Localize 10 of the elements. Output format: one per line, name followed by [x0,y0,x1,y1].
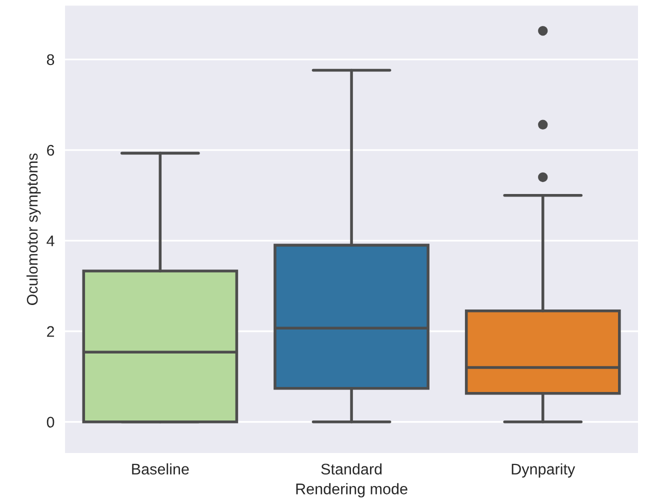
x-tick-label: Baseline [132,463,189,475]
y-axis-title: Oculomotor symptoms [26,153,41,305]
x-tick-label: Dynparity [512,463,576,478]
y-tick-label: 6 [47,144,54,156]
y-tick-label: 2 [47,326,54,337]
y-tick-label: 8 [46,54,54,66]
y-tick-label: 0 [46,416,54,428]
x-tick-label: Standard [321,463,382,475]
y-tick-label: 4 [46,236,54,246]
x-axis-title: Rendering mode [296,483,408,498]
